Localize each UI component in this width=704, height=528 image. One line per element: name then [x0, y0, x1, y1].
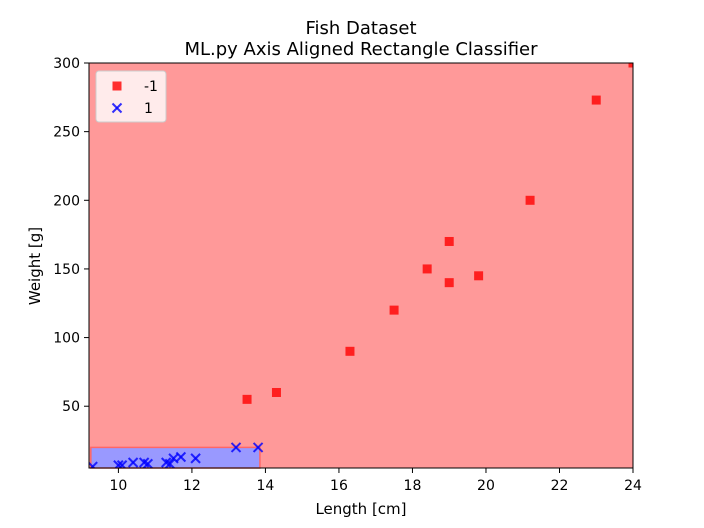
- point-series-1-7-stroke-b: [164, 458, 176, 468]
- point-series-0-4: [422, 264, 432, 274]
- point-series-1-12-stroke-b: [252, 442, 264, 453]
- point-series-1-10-stroke-b: [190, 453, 201, 464]
- legend-label: -1: [144, 79, 158, 95]
- x-tick-label: 22: [551, 478, 569, 494]
- legend-label: 1: [144, 101, 153, 117]
- point-series-0-3: [389, 305, 399, 315]
- point-series-1-12: [252, 442, 264, 453]
- point-series-1-9: [175, 451, 187, 463]
- point-series-1-4-stroke-b: [138, 457, 150, 468]
- point-series-1-1-stroke-b: [114, 460, 124, 468]
- y-tick-label: 250: [53, 125, 80, 141]
- point-series-0-5: [444, 278, 454, 288]
- point-series-1-2-stroke-b: [117, 460, 128, 468]
- point-series-0-10: [628, 63, 633, 68]
- point-series-1-8-stroke-b: [168, 453, 179, 464]
- point-series-1-5-stroke-b: [142, 458, 154, 468]
- point-series-0-9: [591, 95, 601, 105]
- legend: -11: [95, 70, 167, 123]
- x-tick-label: 16: [330, 478, 348, 494]
- x-tick-label: 18: [404, 478, 422, 494]
- point-series-0-1: [271, 387, 281, 397]
- plot-area: 10 12 14 16 18 20 22 24 50 100 150 200 250 300: [53, 56, 642, 494]
- point-series-0-0: [242, 394, 252, 404]
- point-series-1-10: [190, 453, 201, 464]
- point-series-1-2: [116, 460, 128, 468]
- legend-marker-1: [111, 102, 123, 114]
- y-tick-label: 300: [53, 56, 80, 72]
- x-axis-label: Length [cm]: [315, 500, 406, 518]
- y-axis-label: Weight [g]: [26, 227, 44, 305]
- legend-marker-1-stroke-b: [111, 102, 123, 114]
- region-negative: [89, 63, 633, 468]
- point-series-1-11-stroke-b: [230, 442, 242, 453]
- point-series-0-8: [525, 195, 535, 205]
- point-series-0-7: [474, 271, 484, 281]
- legend-marker-0: [112, 81, 122, 91]
- point-series-1-7: [164, 458, 176, 468]
- point-series-1-3-stroke-b: [127, 457, 139, 468]
- point-series-0-6: [444, 236, 454, 246]
- y-tick-label: 150: [53, 262, 80, 278]
- point-series-1-1: [113, 460, 124, 468]
- point-series-1-6-stroke-b: [160, 457, 172, 468]
- y-tick-label: 100: [53, 331, 80, 347]
- x-tick-label: 12: [183, 478, 201, 494]
- x-tick-label: 14: [257, 478, 275, 494]
- x-tick-label: 10: [109, 478, 127, 494]
- y-tick-label: 50: [62, 399, 80, 415]
- chart-title: Fish Dataset: [305, 18, 416, 39]
- point-series-1-0-stroke-b: [89, 461, 98, 468]
- point-series-0-2: [345, 346, 355, 356]
- point-series-1-9-stroke-b: [175, 451, 187, 463]
- point-series-1-5: [142, 458, 154, 468]
- x-tick-label: 20: [477, 478, 495, 494]
- data-points: [89, 63, 633, 468]
- y-tick-label: 200: [53, 193, 80, 209]
- point-series-1-3: [127, 457, 139, 468]
- point-series-1-11: [230, 442, 242, 453]
- point-series-1-0: [89, 461, 98, 468]
- chart-subtitle: ML.py Axis Aligned Rectangle Classifier: [184, 39, 538, 60]
- x-tick-label: 24: [624, 478, 642, 494]
- axes-frame: [88, 62, 634, 469]
